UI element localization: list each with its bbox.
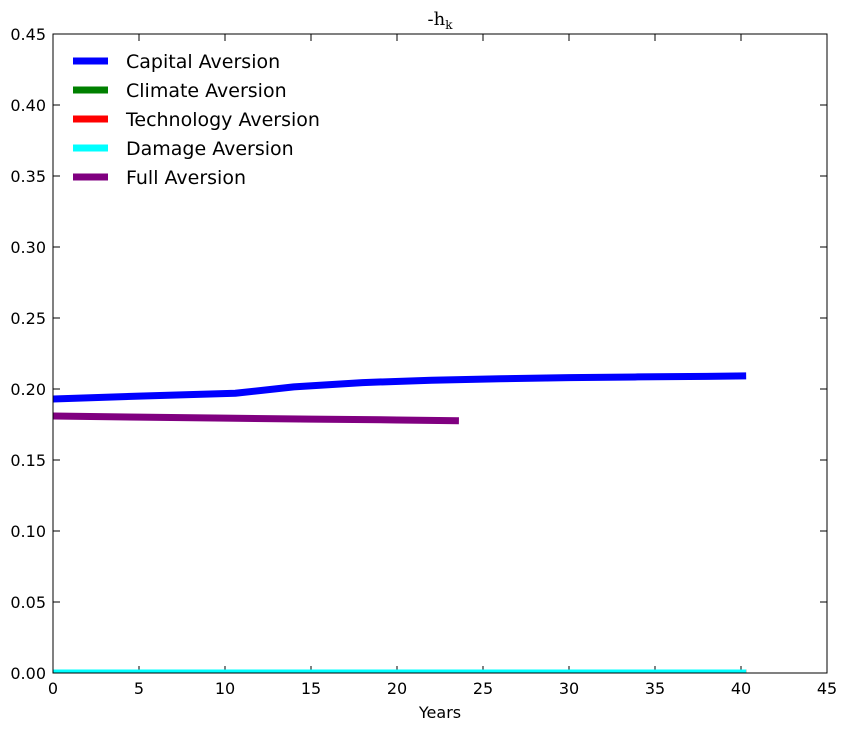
x-tick-label: 5 <box>134 679 144 698</box>
legend: Capital Aversion Climate Aversion Technolo… <box>73 51 320 189</box>
legend-label-climate-aversion: Climate Aversion <box>126 80 287 102</box>
x-tick-label: 0 <box>48 679 58 698</box>
plot-frame <box>52 33 828 674</box>
y-tick-label: 0.20 <box>10 380 46 399</box>
legend-label-technology-aversion: Technology Aversion <box>125 109 320 131</box>
x-tick-label: 10 <box>215 679 235 698</box>
x-tick-label: 20 <box>387 679 407 698</box>
y-tick-label: 0.45 <box>10 25 46 44</box>
axis-ticks: 0 5 10 15 20 25 30 35 40 45 0.00 0.05 0.10 0.15 0.20 0.… <box>10 25 837 698</box>
y-tick-label: 0.40 <box>10 96 46 115</box>
x-tick-label: 25 <box>473 679 493 698</box>
legend-label-full-aversion: Full Aversion <box>126 167 246 189</box>
legend-label-damage-aversion: Damage Aversion <box>126 138 294 160</box>
y-tick-label: 0.25 <box>10 309 46 328</box>
y-tick-label: 0.10 <box>10 522 46 541</box>
x-tick-label: 30 <box>559 679 579 698</box>
series-line-capital-aversion <box>53 372 747 403</box>
legend-label-capital-aversion: Capital Aversion <box>126 51 280 73</box>
x-tick-label: 35 <box>645 679 665 698</box>
x-axis-label: Years <box>418 703 461 722</box>
x-tick-label: 15 <box>301 679 321 698</box>
series-line-full-aversion <box>53 412 459 425</box>
x-tick-label: 40 <box>731 679 751 698</box>
y-tick-label: 0.00 <box>10 664 46 683</box>
chart-title-main: -h <box>428 9 446 30</box>
y-tick-label: 0.05 <box>10 593 46 612</box>
y-tick-label: 0.30 <box>10 238 46 257</box>
series-group <box>53 372 747 673</box>
x-tick-label: 45 <box>817 679 837 698</box>
y-tick-label: 0.35 <box>10 167 46 186</box>
y-tick-label: 0.15 <box>10 451 46 470</box>
chart-title-subscript: k <box>445 18 453 32</box>
chart-title: -hk <box>428 9 454 32</box>
